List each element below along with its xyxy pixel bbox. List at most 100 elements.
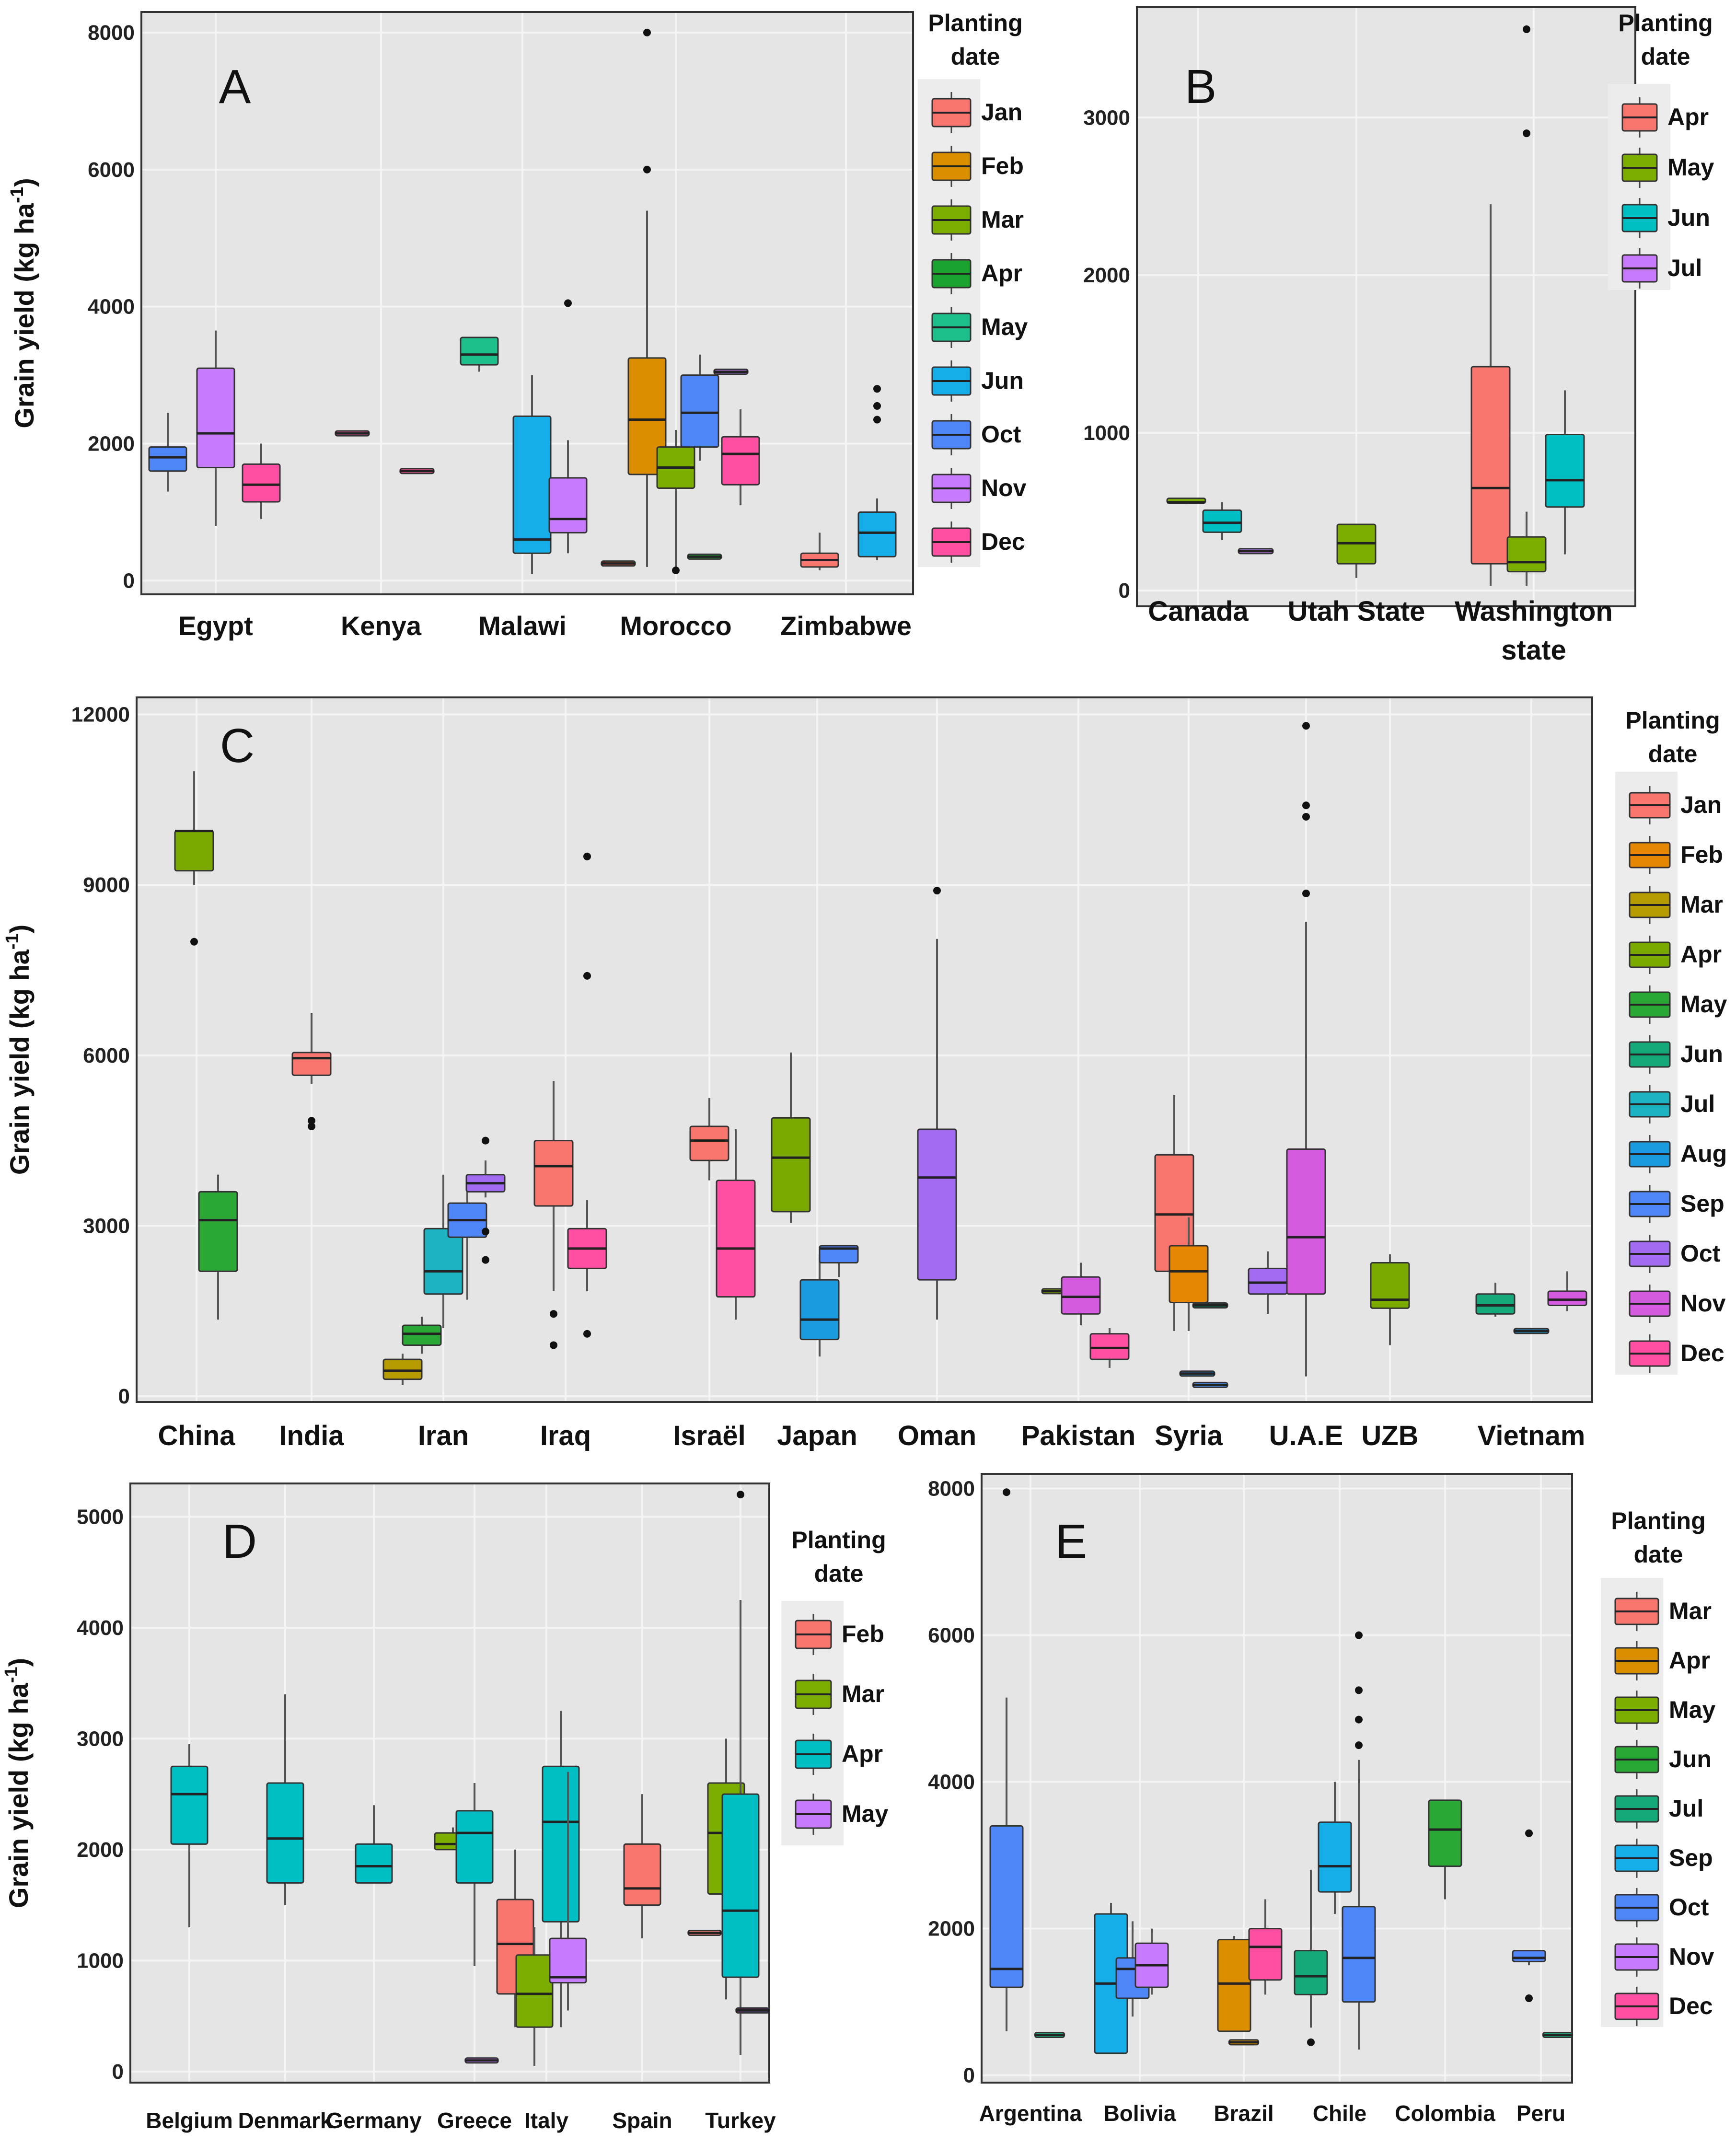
y-tick-label: 2000 <box>928 1917 975 1941</box>
box-body <box>460 336 499 366</box>
legend-label: Sep <box>1680 1190 1724 1217</box>
y-axis-label-close: ) <box>4 925 35 934</box>
legend-label: Apr <box>842 1740 883 1767</box>
panel-letter: C <box>220 719 255 773</box>
legend-label: Jun <box>1680 1041 1723 1067</box>
box-turkey-feb <box>687 1930 722 1936</box>
legend-label: Apr <box>1680 941 1722 968</box>
box-denmark-apr <box>266 1694 304 1905</box>
legend-label: Feb <box>1680 841 1723 868</box>
x-tick-label: Iraq <box>540 1420 591 1451</box>
box-vietnam-jun <box>1475 1283 1516 1317</box>
box-vietnam-aug <box>1513 1328 1550 1334</box>
x-tick-label: Denmark <box>238 2108 333 2133</box>
outlier-point <box>482 1136 489 1145</box>
x-tick-label: Utah State <box>1288 596 1425 627</box>
box-brazil-apr <box>1228 2039 1260 2046</box>
legend-label: Mar <box>981 206 1024 233</box>
box-isra-l-jan <box>689 1098 729 1181</box>
legend: Planting date Apr May Jun Jul <box>1608 10 1714 290</box>
legend-title: Planting <box>1625 707 1720 734</box>
box-u-a-e-oct <box>1248 1251 1288 1314</box>
outlier-point <box>933 887 941 895</box>
box-germany-apr <box>355 1805 393 1884</box>
outlier-point <box>873 402 881 410</box>
y-tick-label: 0 <box>112 2060 124 2084</box>
y-tick-label: 2000 <box>1083 264 1130 287</box>
box-body <box>512 415 552 554</box>
legend-label: Dec <box>1669 1992 1713 2019</box>
outlier-point <box>482 1256 489 1264</box>
outlier-point <box>550 1341 557 1349</box>
y-tick-label: 6000 <box>83 1044 130 1067</box>
box-iraq-dec <box>567 852 607 1338</box>
outlier-point <box>583 852 591 860</box>
box-chile-jul <box>1294 1870 1328 2046</box>
panel-letter: B <box>1185 60 1217 114</box>
panel-b: 0 1000 2000 3000 Canada Utah State Washington s… <box>1083 6 1714 666</box>
x-tick-label: Israël <box>673 1420 746 1451</box>
legend-label: Apr <box>981 260 1022 287</box>
box-body <box>1286 1148 1326 1295</box>
box-body <box>1370 1262 1410 1309</box>
box-iran-mar <box>382 1354 423 1385</box>
box-peru-oct <box>1512 1829 1546 2003</box>
y-tick-label: 6000 <box>928 1624 975 1647</box>
box-syria-feb <box>1169 1217 1209 1331</box>
outlier-point <box>643 165 651 174</box>
box-body <box>148 446 187 472</box>
box-body <box>542 1765 580 1923</box>
legend-label: Mar <box>1680 891 1723 918</box>
box-body <box>1475 1293 1516 1315</box>
x-tick-label: Italy <box>524 2108 568 2133</box>
box-body <box>548 477 588 533</box>
box-china-apr <box>174 771 214 946</box>
y-axis-label: Grain yield (kg ha-1) <box>2 925 35 1175</box>
outlier-point <box>190 938 198 946</box>
box-brazil-apr <box>1217 1935 1251 2032</box>
box-body <box>1470 366 1511 565</box>
box-japan-apr <box>771 1052 811 1223</box>
box-brazil-dec <box>1248 1899 1283 1995</box>
box-kenya-dec <box>335 430 370 437</box>
panel-e: 0 2000 4000 6000 8000 Argentina Bolivia Brazil C… <box>928 1473 1715 2126</box>
box-body <box>680 374 719 448</box>
legend-title: date <box>1641 43 1690 70</box>
box-body <box>515 1954 554 2028</box>
box-japan-sep <box>819 1245 859 1277</box>
legend-label: Feb <box>981 152 1024 179</box>
box-morocco-dec <box>721 409 760 506</box>
box-turkey-apr <box>721 1491 760 2055</box>
y-tick-label: 6000 <box>88 158 135 182</box>
box-body <box>1342 1906 1376 2003</box>
y-tick-label: 1000 <box>77 1949 124 1972</box>
x-tick-label: Germany <box>326 2108 422 2133</box>
x-tick-label: Canada <box>1148 596 1249 627</box>
outlier-point <box>1355 1715 1363 1724</box>
box-body <box>627 357 667 475</box>
outlier-point <box>1003 1488 1010 1496</box>
box-turkey-may <box>735 2007 770 2014</box>
outlier-point <box>308 1123 315 1131</box>
legend-label: Jul <box>1680 1090 1715 1117</box>
outlier-point <box>1525 1994 1533 2003</box>
outlier-point <box>737 1491 744 1499</box>
box-peru-jul <box>1542 2032 1574 2039</box>
box-japan-aug <box>799 1254 840 1357</box>
box-body <box>1318 1821 1352 1893</box>
legend-label: May <box>981 313 1028 340</box>
box-vietnam-nov <box>1547 1271 1587 1311</box>
y-axis-label-sup: -1 <box>7 187 27 203</box>
x-tick-label: Chile <box>1313 2101 1366 2126</box>
legend-label: Nov <box>1669 1943 1714 1970</box>
box-body <box>291 1052 332 1076</box>
x-tick-label: India <box>279 1420 344 1451</box>
legend-label: Feb <box>842 1621 884 1647</box>
box-china-may <box>198 1174 238 1320</box>
box-iran-oct <box>465 1136 506 1264</box>
box-body <box>1547 1290 1587 1306</box>
box-body <box>1248 1928 1283 1981</box>
outlier-point <box>583 972 591 980</box>
box-body <box>1512 1950 1546 1963</box>
